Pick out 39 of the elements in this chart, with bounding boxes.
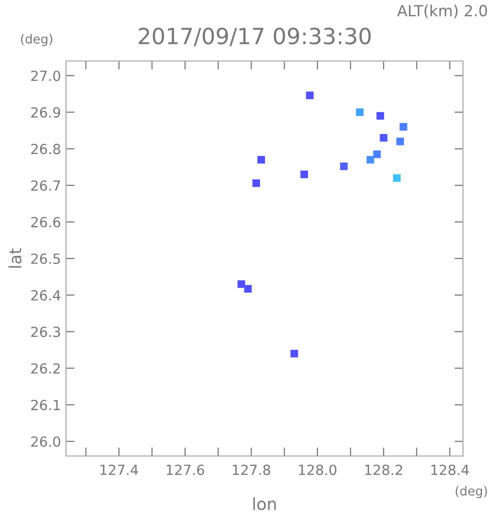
point [366, 156, 374, 164]
x-tick-label: 128.2 [365, 464, 402, 476]
point [356, 108, 364, 116]
point [252, 179, 260, 187]
point [393, 174, 401, 182]
y-tick-label: 26.6 [31, 216, 60, 228]
y-axis-title: lat [8, 248, 22, 268]
point [376, 112, 384, 120]
y-tick-label: 26.0 [31, 436, 60, 447]
y-tick-label: 27.0 [31, 70, 60, 82]
x-tick-label: 128.0 [299, 464, 336, 476]
x-tick-label: 128.4 [431, 464, 469, 476]
x-tick-label: 127.8 [232, 464, 270, 476]
y-tick-label: 26.8 [31, 144, 60, 154]
point [400, 123, 408, 131]
y-tick-label: 26.4 [31, 290, 60, 301]
y-tick-label: 26.3 [31, 326, 60, 338]
point [244, 285, 252, 293]
text: (deg) [21, 34, 52, 46]
point [300, 170, 308, 178]
point [340, 162, 348, 170]
point [396, 138, 404, 146]
point [373, 150, 381, 158]
text: ALT(km) 2.0 [397, 4, 487, 18]
point [290, 350, 298, 358]
y-tick-label: 26.2 [31, 363, 60, 374]
y-tick-label: 26.9 [31, 107, 60, 118]
point [238, 280, 246, 288]
point [257, 156, 265, 164]
x-axis-title: lon [253, 497, 276, 510]
x-tick-label: 127.4 [100, 464, 138, 475]
y-tick-label: 26.7 [31, 180, 60, 191]
point [380, 134, 388, 142]
y-tick-label: 26.5 [31, 253, 60, 264]
y-tick-label: 26.1 [31, 400, 60, 410]
x-tick-label: 127.6 [166, 464, 204, 476]
point [306, 92, 314, 100]
text: (deg) [456, 486, 487, 498]
chart-title: 2017/09/17 09:33:30 [138, 28, 371, 46]
